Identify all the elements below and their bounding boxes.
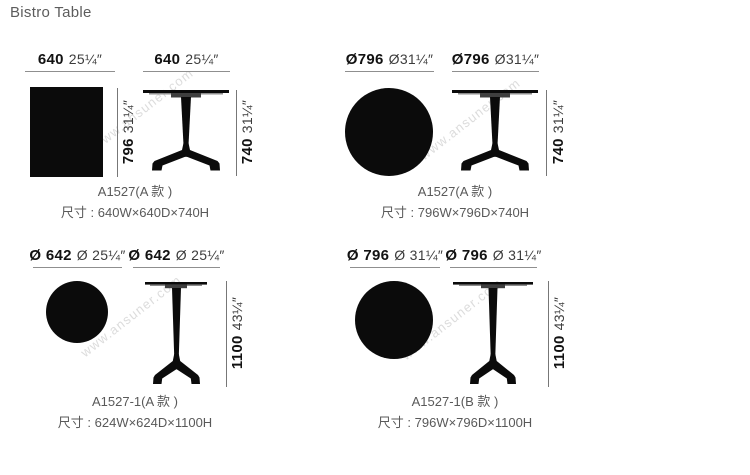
- model-number: A1527-1(B 款 ): [411, 394, 499, 409]
- side-view-width-dimension: Ø 796 Ø 31¼″: [445, 247, 541, 268]
- size-spec: 尺寸 : 796W×796D×1100H: [377, 415, 533, 430]
- size-spec: 尺寸 : 624W×624D×1100H: [57, 415, 213, 430]
- product-card-a1527-a-round: Ø796 Ø31¼″ Ø796 Ø31¼″ 74031¼″ A1527(A 款 ) …: [340, 48, 640, 278]
- page-title: Bistro Table: [10, 4, 92, 21]
- table-silhouette-icon: [143, 90, 229, 171]
- side-view-width-dimension: Ø 642 Ø 25¼″: [128, 247, 224, 268]
- table-silhouette-icon: [452, 90, 538, 171]
- dimension-line: [236, 90, 237, 176]
- side-view-width-dimension: 640 25¼″: [143, 51, 230, 72]
- product-card-a1527-a-square: 640 25¼″ 640 25¼″ 79631¼″ 74031¼″ A1527(A …: [20, 48, 320, 278]
- product-card-a1527-1-b: Ø 796 Ø 31¼″ Ø 796 Ø 31¼″ 110043¼″ A1527-1…: [340, 240, 640, 470]
- size-spec: 尺寸 : 640W×640D×740H: [60, 205, 210, 220]
- model-number: A1527(A 款 ): [417, 184, 493, 199]
- model-number: A1527(A 款 ): [97, 184, 173, 199]
- dimension-line: [117, 88, 118, 177]
- table-silhouette-icon: [145, 282, 207, 384]
- side-view-width-dimension: Ø796 Ø31¼″: [452, 51, 539, 72]
- dimension-line: [226, 281, 227, 387]
- top-view-diameter-dimension: Ø 796 Ø 31¼″: [347, 247, 443, 268]
- top-view-diameter-dimension: Ø 642 Ø 25¼″: [29, 247, 125, 268]
- product-card-a1527-1-a: Ø 642 Ø 25¼″ Ø 642 Ø 25¼″ 110043¼″ A1527-1…: [20, 240, 320, 470]
- dimension-line: [548, 281, 549, 387]
- table-top-view-circle: [355, 281, 433, 359]
- table-silhouette-icon: [453, 282, 533, 384]
- table-top-view-circle: [46, 281, 108, 343]
- table-top-view-circle: [345, 88, 433, 176]
- size-spec: 尺寸 : 796W×796D×740H: [380, 205, 530, 220]
- table-side-view: [143, 88, 229, 175]
- top-view-width-dimension: 640 25¼″: [25, 51, 115, 72]
- model-number: A1527-1(A 款 ): [92, 394, 178, 409]
- table-side-view: [145, 280, 207, 387]
- table-side-view: [453, 280, 533, 387]
- table-side-view: [452, 88, 538, 175]
- dimension-line: [546, 90, 547, 176]
- table-top-view-square: [30, 87, 103, 177]
- top-view-diameter-dimension: Ø796 Ø31¼″: [345, 51, 434, 72]
